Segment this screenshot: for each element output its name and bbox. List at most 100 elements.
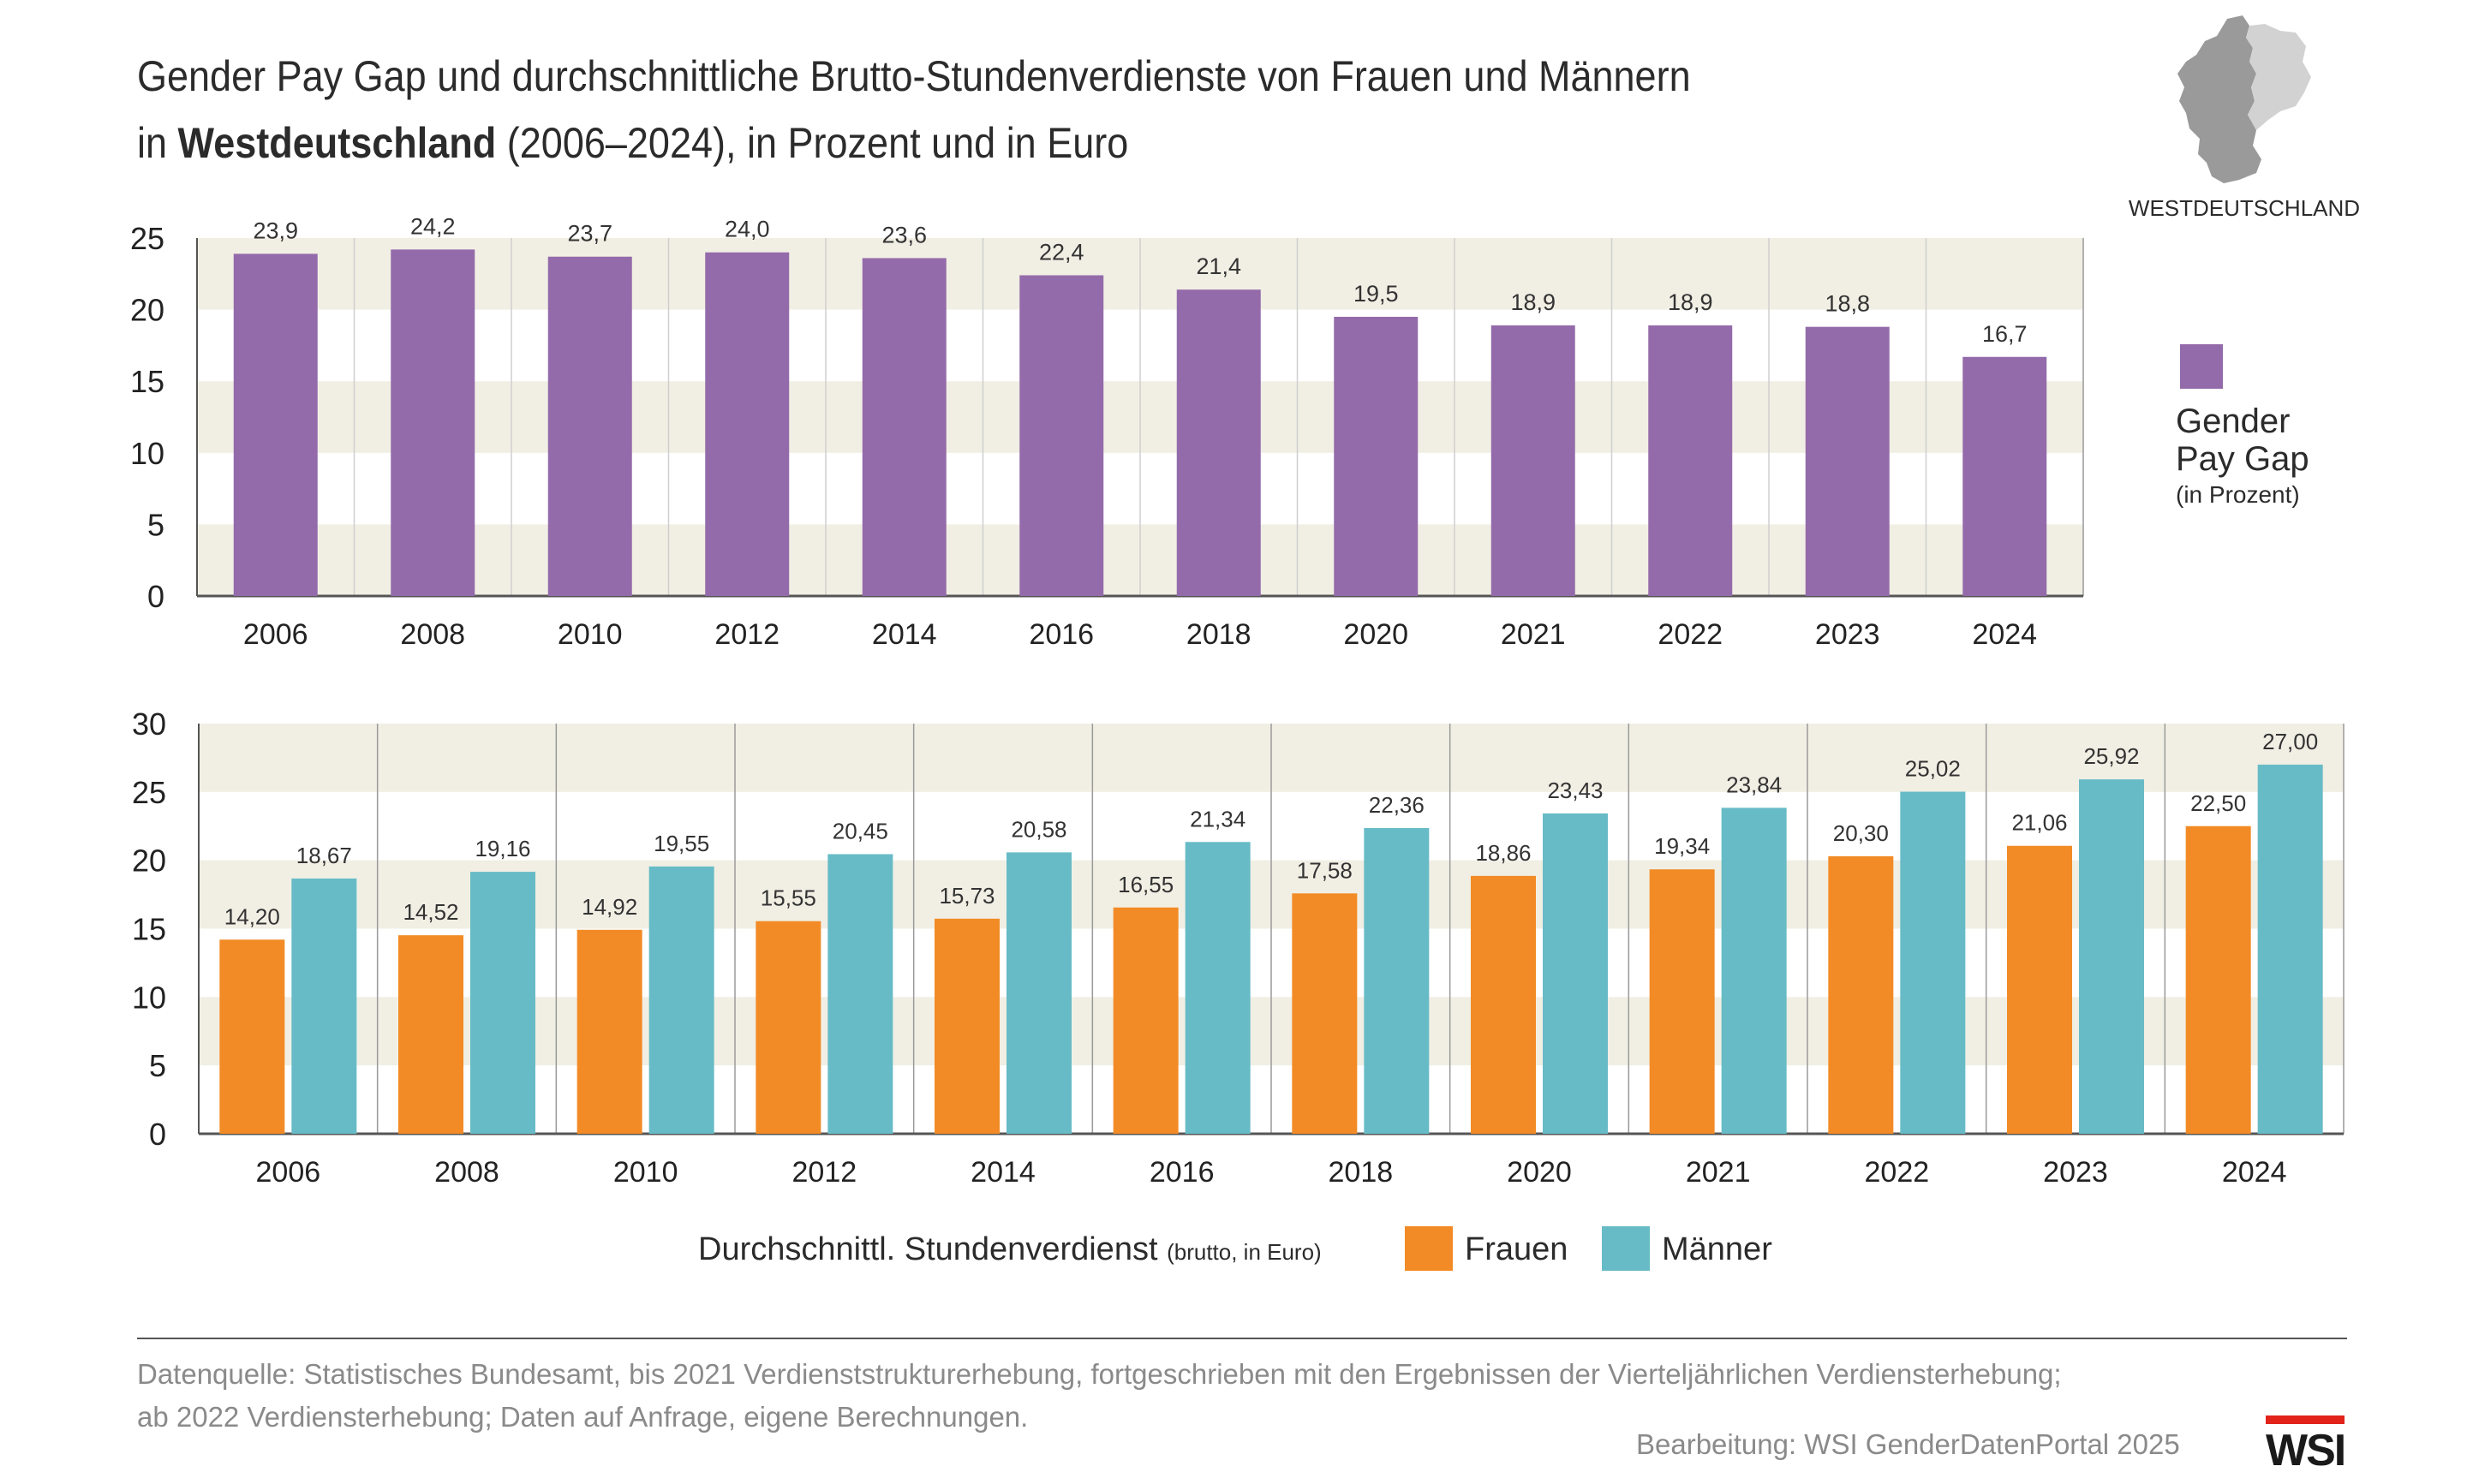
x-tick-label: 2010 (613, 1156, 678, 1189)
bar (470, 872, 535, 1134)
x-tick-label: 2024 (1972, 618, 2037, 651)
data-label: 25,92 (2083, 743, 2139, 769)
bar (2079, 779, 2144, 1134)
data-label: 20,45 (833, 818, 888, 843)
bar (2007, 845, 2072, 1134)
legend-gap-line1: Gender (2176, 402, 2291, 440)
bar (219, 939, 285, 1134)
x-tick-label: 2023 (2043, 1156, 2108, 1189)
y-tick-label: 15 (132, 912, 166, 947)
region-label: WESTDEUTSCHLAND (2128, 195, 2361, 221)
y-tick-label: 25 (130, 221, 164, 256)
data-label: 23,6 (881, 222, 927, 247)
bar (391, 249, 475, 596)
x-tick-label: 2014 (971, 1156, 1036, 1189)
title-prefix: in (137, 119, 178, 167)
x-tick-label: 2012 (714, 618, 780, 651)
bar (1334, 316, 1419, 596)
data-label: 18,8 (1825, 291, 1870, 317)
bar (1007, 852, 1072, 1134)
data-label: 25,02 (1905, 756, 1961, 782)
x-tick-label: 2012 (792, 1156, 857, 1189)
data-label: 18,9 (1510, 289, 1556, 315)
data-label: 20,30 (1833, 820, 1889, 846)
bar (1176, 289, 1261, 596)
y-tick-label: 15 (130, 364, 164, 399)
data-label: 22,50 (2190, 790, 2246, 816)
bar (935, 918, 1000, 1134)
map-west-region (2177, 15, 2261, 183)
bar (705, 252, 790, 596)
x-tick-label: 2016 (1029, 618, 1094, 651)
y-tick-label: 5 (149, 1048, 166, 1083)
data-label: 14,92 (582, 894, 637, 920)
data-label: 22,4 (1039, 239, 1084, 265)
data-label: 19,55 (654, 831, 709, 856)
bar (1962, 356, 2047, 596)
bar (827, 854, 893, 1134)
data-label: 24,2 (410, 213, 456, 239)
legend-frauen: Frauen (1465, 1231, 1568, 1267)
y-tick-label: 20 (130, 293, 164, 328)
x-tick-label: 2022 (1658, 618, 1723, 651)
data-label: 17,58 (1297, 857, 1353, 883)
y-tick-label: 0 (147, 579, 164, 614)
bar (862, 258, 947, 596)
data-label: 19,16 (475, 836, 530, 861)
bar (576, 929, 642, 1134)
bar (1490, 325, 1575, 596)
source-note: Datenquelle: Statistisches Bundesamt, bi… (137, 1353, 2330, 1439)
x-tick-label: 2016 (1150, 1156, 1215, 1189)
y-tick-label: 20 (132, 843, 166, 879)
x-tick-label: 2018 (1329, 1156, 1394, 1189)
wsi-logo: WSI (2266, 1415, 2346, 1475)
data-label: 18,86 (1475, 840, 1531, 866)
data-label: 15,55 (761, 885, 816, 911)
y-tick-label: 0 (149, 1117, 166, 1152)
data-label: 14,20 (224, 903, 280, 929)
bar (1648, 325, 1733, 596)
data-label: 22,36 (1369, 792, 1425, 818)
bar (1828, 855, 1894, 1134)
y-tick-label: 25 (132, 775, 166, 810)
data-label: 23,84 (1726, 772, 1782, 797)
credit-note: Bearbeitung: WSI GenderDatenPortal 2025 (1636, 1428, 2180, 1460)
divider (137, 1338, 2347, 1339)
source-line-2: ab 2022 Verdiensterhebung; Daten auf Anf… (137, 1401, 1029, 1433)
x-tick-label: 2021 (1501, 618, 1566, 651)
legend-gap-line2: Pay Gap (2176, 440, 2309, 478)
legend-swatch-maenner (1602, 1226, 1650, 1271)
y-tick-label: 10 (132, 980, 166, 1015)
legend-gap-unit: (in Prozent) (2176, 481, 2300, 508)
bar (1364, 827, 1430, 1134)
data-label: 21,06 (2011, 810, 2067, 836)
data-label: 21,4 (1196, 253, 1241, 279)
bar (1185, 842, 1251, 1134)
data-label: 18,67 (296, 843, 352, 868)
legend-swatch-frauen (1405, 1226, 1453, 1271)
earnings-chart: 0 5 10 15 20 25 30 14,20 18,67 2006 14,52 19,16 2008… (132, 706, 2345, 1189)
title-line-1: Gender Pay Gap und durchschnittliche Bru… (137, 52, 1691, 100)
data-label: 27,00 (2262, 729, 2318, 754)
logo-text: WSI (2266, 1426, 2346, 1475)
x-tick-label: 2006 (256, 1156, 321, 1189)
legend-earnings-text: Durchschnittl. Stundenverdienst (698, 1231, 1158, 1267)
x-tick-label: 2014 (872, 618, 937, 651)
data-label: 16,7 (1982, 321, 2028, 347)
bar (648, 866, 714, 1134)
y-tick-label: 5 (147, 507, 164, 542)
data-label: 14,52 (403, 899, 458, 925)
bar (1721, 808, 1787, 1134)
x-tick-label: 2021 (1686, 1156, 1751, 1189)
bar (1900, 791, 1966, 1134)
x-tick-label: 2022 (1865, 1156, 1930, 1189)
bar (1649, 869, 1715, 1134)
data-label: 23,9 (253, 218, 298, 243)
title-line-2: in Westdeutschland (2006–2024), in Proze… (137, 110, 1910, 176)
source-line-1: Datenquelle: Statistisches Bundesamt, bi… (137, 1358, 2062, 1390)
chart-title: Gender Pay Gap und durchschnittliche Bru… (137, 43, 1910, 176)
bar (1019, 275, 1104, 596)
y-tick-label: 10 (130, 436, 164, 471)
gap-chart: 0 5 10 15 20 25 23,9 2006 24,2 2008 23,7 2010 24,0 20… (130, 213, 2084, 651)
